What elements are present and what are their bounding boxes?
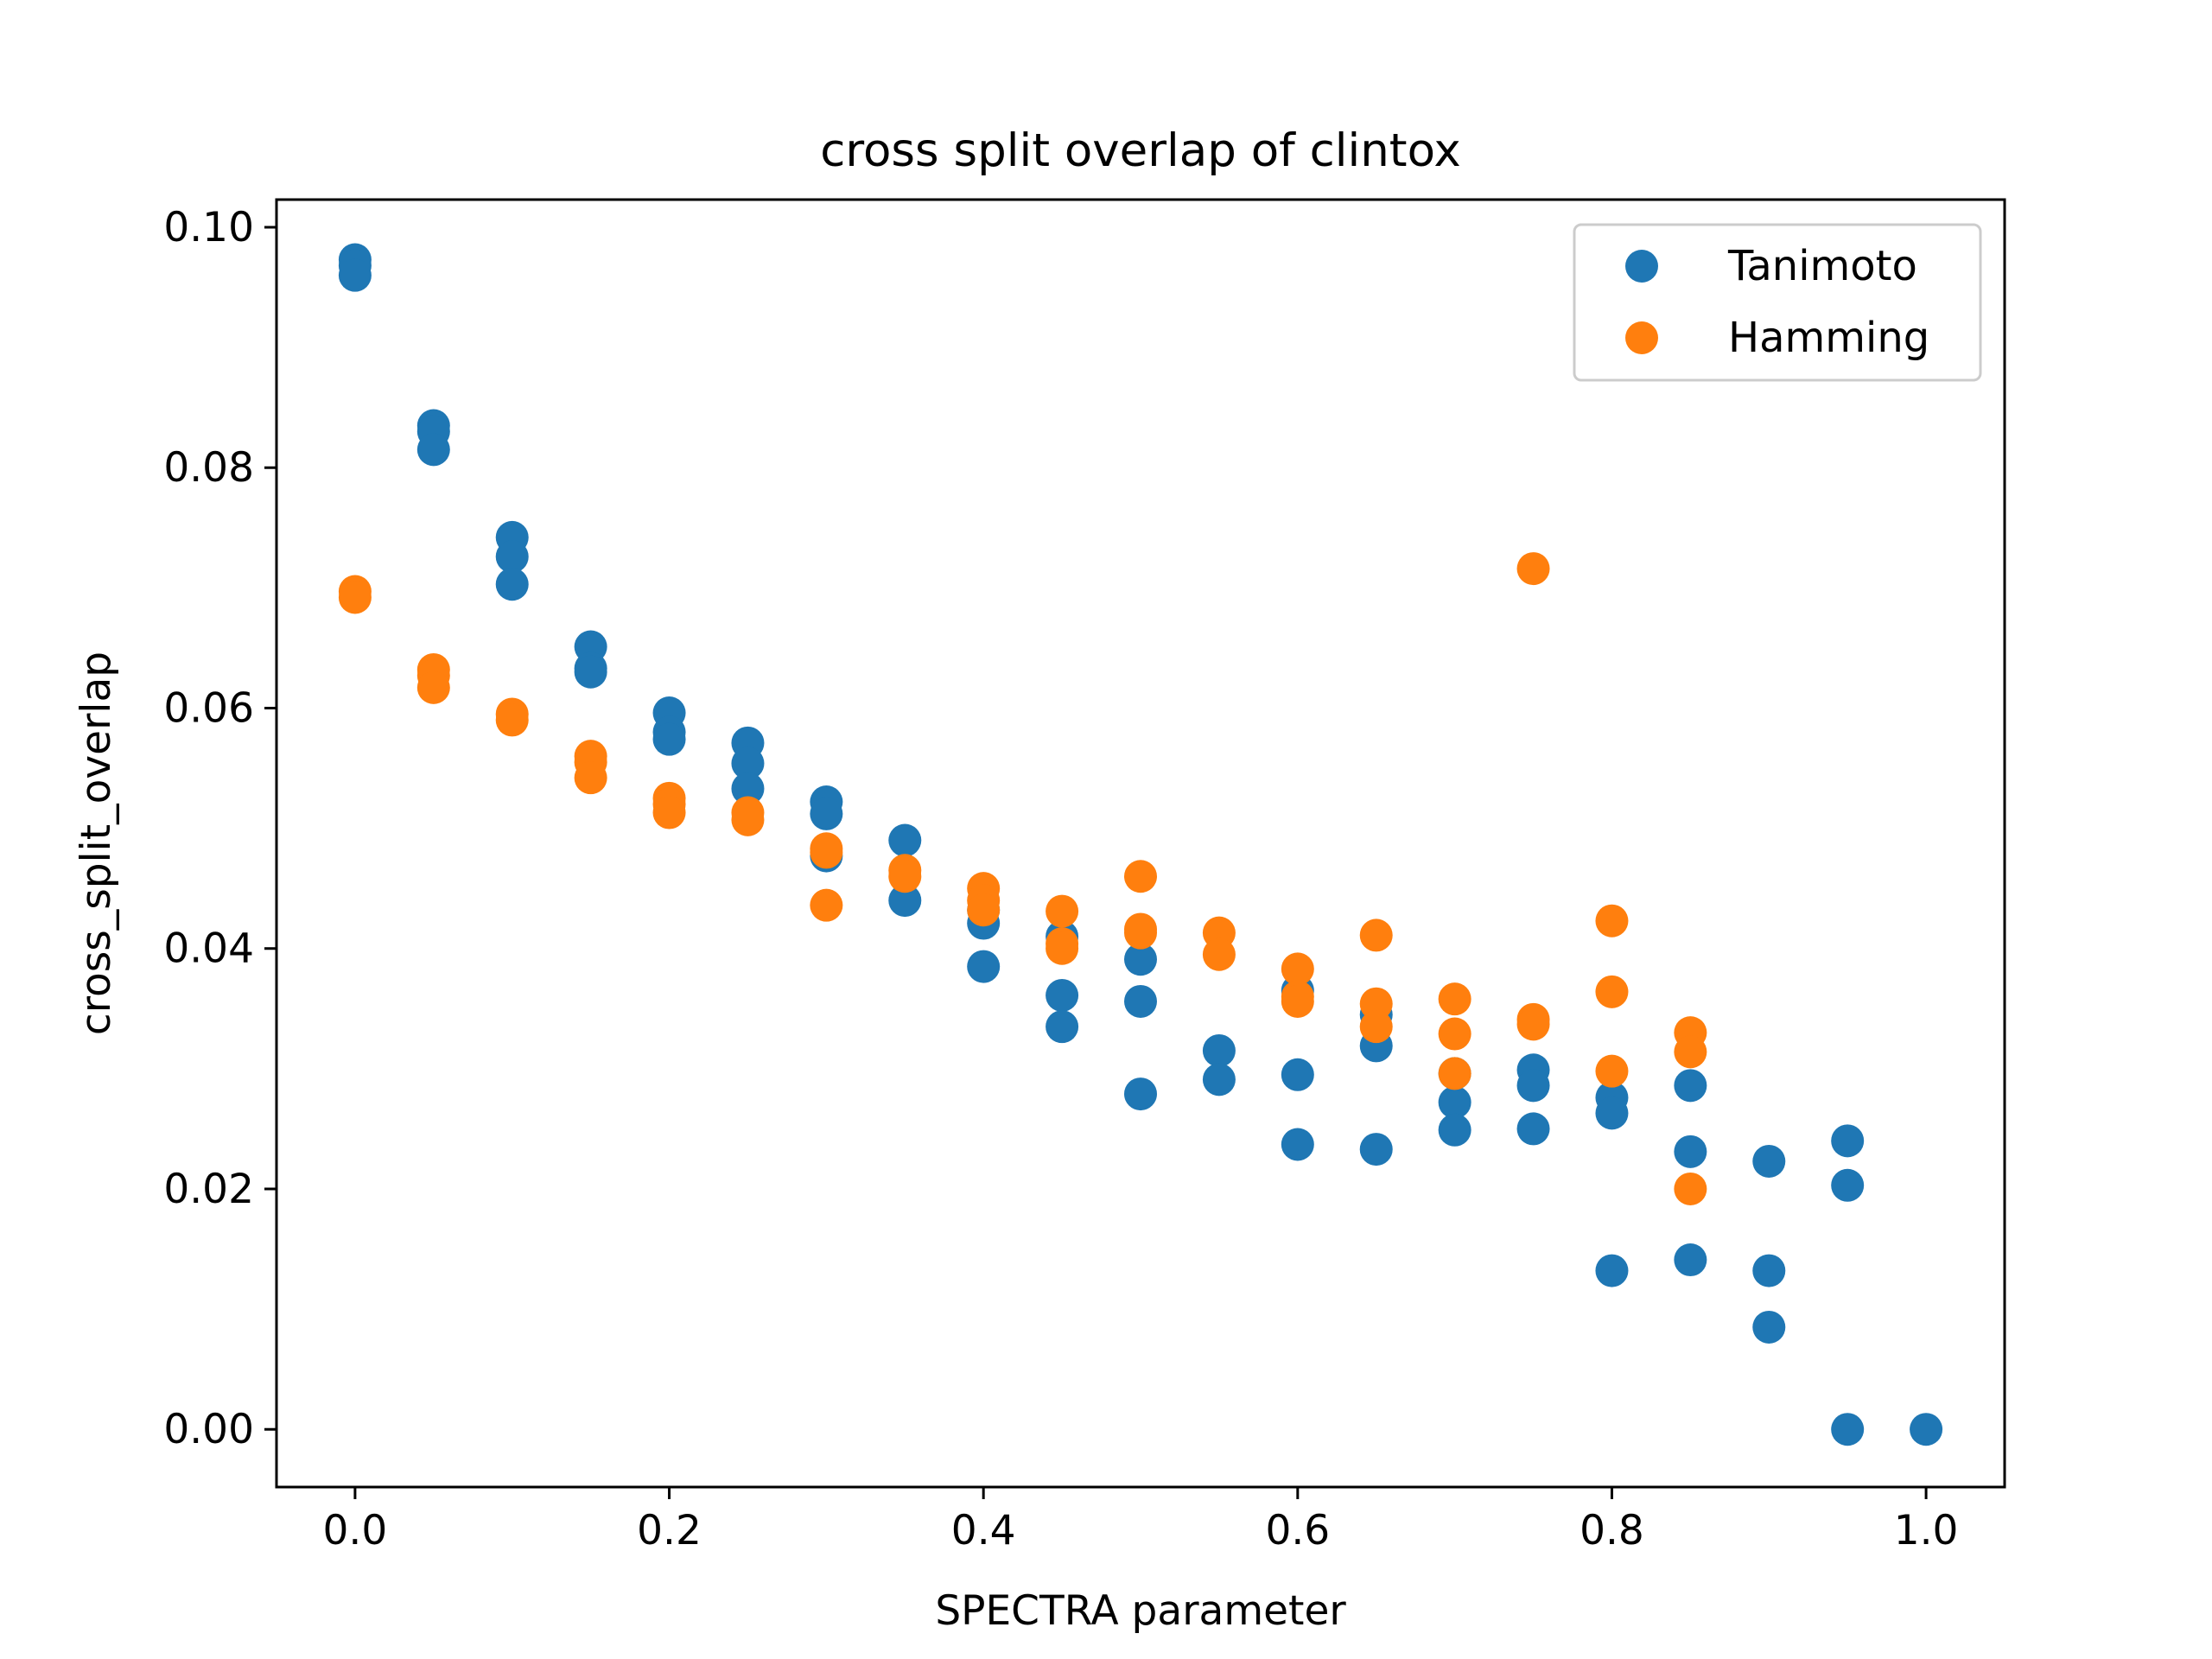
point-tanimoto <box>1595 1096 1629 1130</box>
point-tanimoto <box>1359 1133 1393 1166</box>
point-tanimoto <box>1438 1085 1471 1119</box>
point-hamming <box>1438 982 1471 1016</box>
point-tanimoto <box>652 722 686 756</box>
point-tanimoto <box>495 540 529 574</box>
point-hamming <box>731 803 765 836</box>
point-tanimoto <box>1516 1112 1550 1146</box>
x-tick-label: 0.8 <box>1580 1507 1644 1554</box>
x-tick-label: 1.0 <box>1894 1507 1959 1554</box>
point-hamming <box>1359 918 1393 952</box>
point-hamming <box>967 893 1001 927</box>
point-tanimoto <box>1674 1069 1707 1103</box>
point-hamming <box>1595 904 1629 938</box>
point-tanimoto <box>731 747 765 780</box>
point-tanimoto <box>967 950 1001 983</box>
point-hamming <box>1674 1035 1707 1069</box>
point-hamming <box>1438 1017 1471 1051</box>
plot-frame <box>275 198 2006 1489</box>
point-tanimoto <box>1124 984 1157 1018</box>
point-hamming <box>1124 860 1157 893</box>
y-tick-label: 0.02 <box>163 1166 254 1213</box>
point-tanimoto <box>731 772 765 805</box>
y-tick-label: 0.06 <box>163 684 254 732</box>
point-tanimoto <box>1752 1310 1786 1344</box>
point-tanimoto <box>1124 943 1157 976</box>
point-hamming <box>338 581 372 614</box>
point-tanimoto <box>1674 1135 1707 1168</box>
legend-marker-tanimoto <box>1625 250 1658 283</box>
point-hamming <box>1516 552 1550 586</box>
point-hamming <box>810 836 843 869</box>
point-tanimoto <box>1046 978 1079 1012</box>
point-hamming <box>1124 916 1157 950</box>
point-tanimoto <box>1438 1113 1471 1147</box>
y-axis-ticks: 0.00 0.02 0.04 0.06 0.08 0.10 <box>163 204 276 1453</box>
point-hamming <box>1438 1057 1471 1090</box>
point-hamming <box>1516 1007 1550 1041</box>
point-tanimoto <box>1124 1077 1157 1111</box>
point-hamming <box>1674 1172 1707 1205</box>
point-tanimoto <box>1831 1168 1865 1202</box>
point-tanimoto <box>1202 1063 1236 1096</box>
point-tanimoto <box>1202 1033 1236 1067</box>
point-tanimoto <box>1516 1069 1550 1103</box>
point-tanimoto <box>1595 1254 1629 1287</box>
y-tick-label: 0.10 <box>163 204 254 251</box>
legend-label-hamming: Hamming <box>1728 314 1929 362</box>
point-hamming <box>1046 931 1079 965</box>
point-hamming <box>888 860 922 893</box>
point-tanimoto <box>574 655 607 689</box>
x-axis-ticks: 0.0 0.2 0.4 0.6 0.8 1.0 <box>323 1487 1959 1554</box>
legend-label-tanimoto: Tanimoto <box>1727 242 1917 290</box>
point-tanimoto <box>888 823 922 857</box>
point-tanimoto <box>810 797 843 830</box>
point-hamming <box>495 703 529 737</box>
point-hamming <box>1595 1054 1629 1088</box>
point-tanimoto <box>1752 1144 1786 1178</box>
legend-box <box>1573 223 1982 382</box>
point-hamming <box>1359 1010 1393 1044</box>
point-tanimoto <box>1831 1124 1865 1158</box>
point-hamming <box>1359 987 1393 1020</box>
point-hamming <box>810 888 843 922</box>
y-tick-label: 0.04 <box>163 925 254 973</box>
point-tanimoto <box>1831 1413 1865 1446</box>
point-tanimoto <box>888 884 922 918</box>
point-tanimoto <box>416 433 450 467</box>
point-tanimoto <box>495 568 529 601</box>
point-hamming <box>1202 938 1236 971</box>
point-tanimoto <box>1046 1010 1079 1044</box>
point-tanimoto <box>1752 1254 1786 1287</box>
x-tick-label: 0.0 <box>323 1507 388 1554</box>
point-tanimoto <box>1281 1058 1314 1091</box>
point-hamming <box>1281 984 1314 1018</box>
legend-marker-hamming <box>1625 321 1658 354</box>
scatter-points <box>338 243 1943 1446</box>
point-tanimoto <box>1281 1128 1314 1161</box>
point-hamming <box>416 671 450 704</box>
x-axis-label: SPECTRA parameter <box>935 1587 1346 1635</box>
x-tick-label: 0.6 <box>1265 1507 1330 1554</box>
legend: Tanimoto Hamming <box>1573 223 1982 382</box>
point-tanimoto <box>1674 1243 1707 1277</box>
point-hamming <box>574 761 607 795</box>
point-tanimoto <box>1910 1413 1943 1446</box>
point-tanimoto <box>338 258 372 292</box>
point-hamming <box>1595 975 1629 1008</box>
point-hamming <box>652 796 686 830</box>
chart-title: cross split overlap of clintox <box>820 124 1461 177</box>
point-hamming <box>1281 952 1314 986</box>
x-tick-label: 0.4 <box>951 1507 1016 1554</box>
y-axis-label: cross_split_overlap <box>73 652 120 1035</box>
point-hamming <box>1046 894 1079 928</box>
y-tick-label: 0.00 <box>163 1406 254 1453</box>
y-tick-label: 0.08 <box>163 444 254 492</box>
x-tick-label: 0.2 <box>637 1507 702 1554</box>
